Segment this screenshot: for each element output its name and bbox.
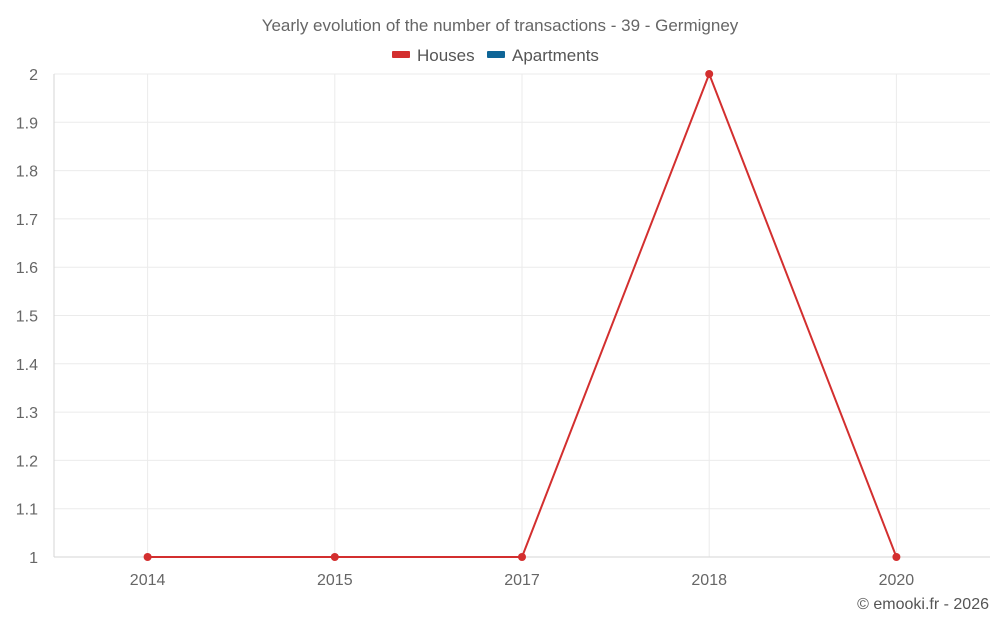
y-tick-label: 1.1 [16,502,38,519]
y-tick-label: 1.4 [16,357,38,374]
x-tick-label: 2020 [879,572,915,589]
y-tick-label: 1 [29,550,38,567]
legend-label-houses: Houses [417,46,475,65]
legend: Houses Apartments [392,46,599,65]
y-tick-label: 1.9 [16,115,38,132]
legend-item-apartments[interactable]: Apartments [487,46,599,65]
series [143,70,901,561]
y-axis-ticks: 1 1.1 1.2 1.3 1.4 1.5 1.6 1.7 1.8 1.9 2 [16,67,38,567]
legend-swatch-apartments [487,51,505,58]
x-axis-ticks: 2014 2015 2017 2018 2020 [130,572,914,589]
data-point-houses[interactable] [143,553,152,561]
data-point-houses[interactable] [518,553,526,561]
credit-text: © emooki.fr - 2026 [857,596,989,613]
legend-item-houses[interactable]: Houses [392,46,475,65]
x-tick-label: 2018 [691,572,727,589]
y-tick-label: 1.2 [16,453,38,470]
data-point-houses[interactable] [330,553,339,561]
y-tick-label: 1.6 [16,260,38,277]
legend-swatch-houses [392,51,410,58]
y-tick-label: 1.7 [16,212,38,229]
y-tick-label: 1.5 [16,309,38,326]
x-tick-label: 2014 [130,572,166,589]
gridlines [54,73,990,557]
data-point-houses[interactable] [705,70,714,78]
y-tick-label: 1.8 [16,164,38,181]
y-tick-label: 2 [29,67,38,84]
chart-title: Yearly evolution of the number of transa… [262,16,739,35]
x-tick-label: 2015 [317,572,353,589]
x-tick-label: 2017 [504,572,540,589]
legend-label-apartments: Apartments [512,46,599,65]
y-tick-label: 1.3 [16,405,38,422]
data-point-houses[interactable] [892,553,901,561]
